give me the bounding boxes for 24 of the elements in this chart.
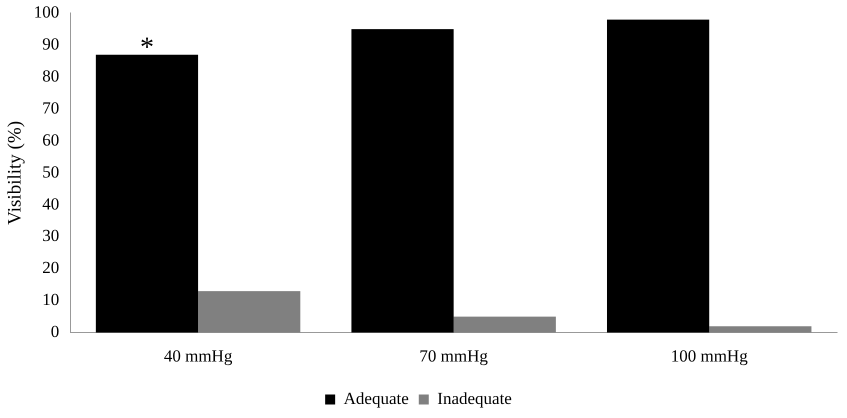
bar (198, 291, 300, 333)
y-tick-label: 80 (42, 66, 60, 86)
legend-label: Inadequate (437, 388, 512, 408)
annotation: * (140, 32, 154, 64)
bar (96, 54, 198, 333)
y-tick-label: 50 (42, 162, 60, 182)
x-tick-label: 100 mmHg (670, 346, 748, 366)
bar (454, 316, 556, 333)
y-tick-label: 20 (42, 258, 60, 278)
y-tick-label: 90 (42, 34, 60, 54)
x-tick-label: 40 mmHg (164, 346, 233, 366)
y-axis-title: Visibility (%) (4, 120, 26, 225)
bar (709, 326, 812, 333)
y-tick-label: 10 (42, 290, 60, 310)
x-tick-label: 70 mmHg (419, 346, 488, 366)
bar (351, 29, 454, 333)
legend-label: Adequate (344, 388, 409, 408)
y-tick-label: 60 (42, 130, 60, 150)
y-tick-label: 0 (50, 322, 60, 342)
y-tick-label: 100 (34, 2, 60, 22)
bar (606, 20, 710, 333)
y-tick-label: 40 (42, 194, 60, 214)
y-tick-label: 30 (42, 226, 60, 246)
y-tick-label: 70 (42, 98, 60, 118)
